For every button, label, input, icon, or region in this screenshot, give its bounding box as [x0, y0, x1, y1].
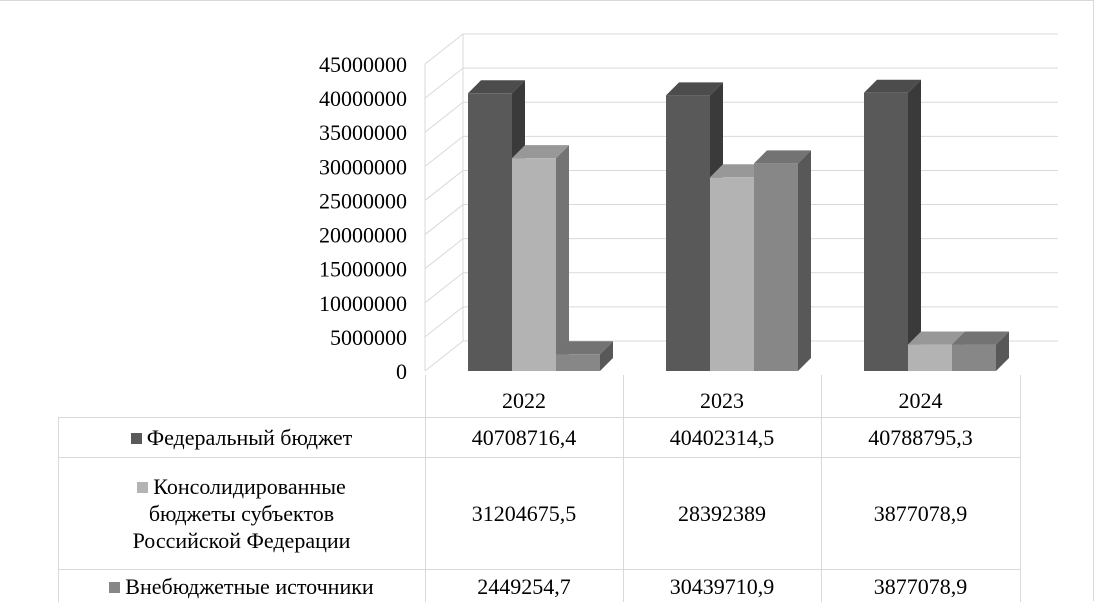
- bar-front: [864, 92, 908, 372]
- legend-swatch: [137, 481, 149, 493]
- bar-2024-series-1: [864, 79, 921, 372]
- grid-diagonal: [424, 67, 464, 99]
- legend-line: Российской Федерации: [133, 527, 351, 554]
- data-label-2022-series-1: 40708716,4: [471, 424, 577, 450]
- bar-2022-series-2: [512, 145, 569, 371]
- data-label-2022-series-2: 31204675,5: [471, 500, 577, 526]
- bar-top: [512, 145, 569, 159]
- bar-top: [952, 331, 1009, 345]
- bar-front: [468, 93, 512, 371]
- table-rule: [58, 417, 59, 602]
- legend-label: Внебюджетные источники: [125, 574, 374, 599]
- y-axis-ticks: 45000000 40000000 35000000 30000000 25000000…: [319, 52, 407, 384]
- data-label-2024-series-2: 3877078,9: [873, 500, 968, 526]
- bar-2022-series-3: [556, 341, 613, 371]
- data-label-2023-series-1: 40402314,5: [669, 424, 775, 450]
- grid-diagonal: [424, 238, 464, 270]
- grid-diagonal: [424, 135, 464, 167]
- grid-diagonal: [424, 306, 464, 338]
- y-tick-label: 15000000: [319, 257, 407, 282]
- legend-line: Внебюджетные источники: [109, 573, 374, 600]
- legend-entry-series-1: Федеральный бюджет: [58, 417, 425, 457]
- bar-front: [512, 158, 556, 371]
- y-tick-label: 35000000: [319, 120, 407, 145]
- bar-front: [952, 344, 996, 371]
- bar-side: [798, 150, 811, 371]
- legend-line: Федеральный бюджет: [130, 424, 353, 451]
- table-rule: [58, 417, 1020, 418]
- y-tick-label: 10000000: [319, 291, 407, 316]
- grid-diagonal: [424, 101, 464, 133]
- grid-diagonal: [424, 33, 464, 65]
- grid-diagonal: [424, 272, 464, 304]
- y-tick-label: 20000000: [319, 223, 407, 248]
- bar-front: [754, 163, 798, 371]
- table-rule: [425, 375, 426, 602]
- data-label-2024-series-1: 40788795,3: [868, 424, 973, 450]
- legend-line: Консолидированные: [133, 473, 351, 500]
- y-tick-label: 45000000: [319, 52, 407, 77]
- data-label-2023-series-2: 28392389: [678, 500, 766, 526]
- bar-side: [908, 79, 921, 372]
- legend-line: бюджеты субъектов: [133, 500, 351, 527]
- data-label-2023-series-3: 30439710,9: [669, 574, 775, 599]
- category-label-2024: 2024: [898, 387, 943, 413]
- bar-side: [600, 341, 613, 371]
- legend-swatch: [130, 432, 142, 444]
- grid-diagonal: [424, 340, 464, 372]
- table-rule: [623, 375, 624, 602]
- legend-label: Консолидированные: [153, 473, 346, 499]
- legend-label: Российской Федерации: [132, 527, 351, 553]
- grid-diagonal: [424, 170, 464, 201]
- legend-text: Внебюджетные источники: [109, 573, 374, 600]
- y-tick-label: 5000000: [330, 325, 407, 350]
- legend-entry-series-3: Внебюджетные источники: [58, 569, 425, 604]
- legend-label: Федеральный бюджет: [146, 424, 353, 450]
- bar-2024-series-3: [952, 331, 1009, 371]
- data-label-2024-series-3: 3877078,9: [873, 574, 968, 599]
- table-rule: [821, 375, 822, 602]
- bar-front: [666, 95, 710, 372]
- bar-side: [996, 331, 1009, 371]
- legend-swatch: [109, 582, 121, 594]
- y-tick-label: 30000000: [319, 154, 407, 179]
- table-rule: [1020, 375, 1021, 602]
- bar-top: [556, 341, 613, 355]
- bar-top: [666, 82, 723, 96]
- grid-diagonal: [424, 204, 464, 235]
- legend-entry-series-2: Консолидированные бюджеты субъектов Россий…: [58, 457, 425, 569]
- bar-top: [710, 164, 767, 178]
- bar-top: [754, 150, 811, 164]
- legend-label: бюджеты субъектов: [148, 500, 335, 526]
- y-tick-label: 0: [396, 359, 407, 384]
- data-label-2022-series-3: 2449254,7: [477, 574, 571, 599]
- y-tick-label: 25000000: [319, 188, 407, 213]
- table-rule: [58, 457, 1020, 458]
- legend-text: Федеральный бюджет: [130, 424, 353, 451]
- bar-top: [468, 80, 525, 94]
- bar-top: [864, 79, 921, 93]
- bars-layer: [468, 79, 1009, 372]
- bar-side: [556, 145, 569, 371]
- legend-text: Консолидированные бюджеты субъектов Россий…: [133, 473, 351, 554]
- category-label-2023: 2023: [700, 387, 744, 413]
- bar-front: [556, 354, 600, 371]
- bar-front: [908, 344, 952, 371]
- category-label-2022: 2022: [502, 387, 546, 413]
- table-rule: [58, 569, 1020, 570]
- bar-top: [908, 331, 965, 345]
- bar-front: [710, 177, 754, 371]
- bar-2023-series-3: [754, 150, 811, 371]
- y-tick-label: 40000000: [319, 86, 407, 111]
